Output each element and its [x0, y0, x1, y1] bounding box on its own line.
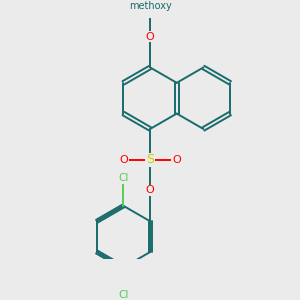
Text: O: O [120, 155, 128, 165]
Text: O: O [172, 155, 181, 165]
Text: Cl: Cl [118, 290, 129, 300]
Text: S: S [146, 153, 154, 166]
Text: methoxy: methoxy [129, 1, 172, 11]
Text: Cl: Cl [118, 173, 129, 183]
Text: O: O [146, 185, 154, 196]
Text: O: O [146, 32, 154, 42]
